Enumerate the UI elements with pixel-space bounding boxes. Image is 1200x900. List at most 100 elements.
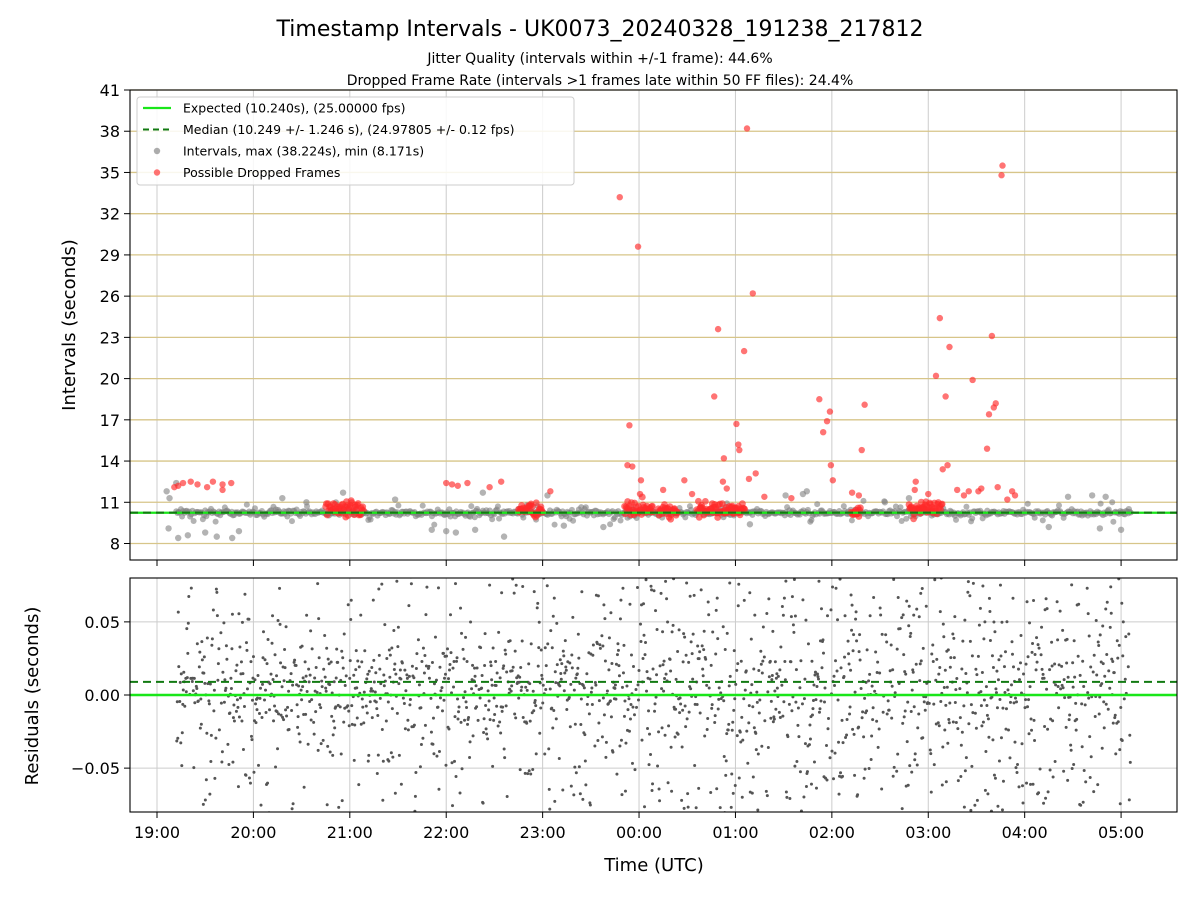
residual-point: [853, 773, 857, 777]
residual-point: [691, 677, 695, 681]
residual-point: [1023, 706, 1027, 710]
residual-point: [869, 757, 873, 761]
residual-point: [789, 660, 793, 664]
residual-point: [678, 696, 682, 700]
residual-point: [215, 614, 219, 618]
residual-point: [660, 726, 664, 730]
residual-point: [1082, 685, 1086, 689]
residual-point: [881, 710, 885, 714]
residual-point: [996, 804, 1000, 808]
residual-point: [543, 646, 547, 650]
residual-point: [189, 829, 192, 832]
residual-point: [858, 633, 862, 637]
residual-point: [1124, 635, 1128, 639]
residual-point: [877, 567, 880, 570]
residual-point: [294, 663, 298, 667]
residual-point: [918, 662, 922, 666]
residual-point: [1089, 665, 1093, 669]
interval-point: [782, 492, 789, 499]
residual-point: [522, 817, 525, 820]
interval-point: [1039, 517, 1046, 524]
x-tick-label: 04:00: [1002, 823, 1048, 842]
residual-point: [725, 631, 729, 635]
residual-point: [708, 826, 711, 829]
residual-point: [244, 773, 248, 777]
residual-point: [1095, 673, 1099, 677]
residual-point: [401, 696, 405, 700]
residual-point: [1069, 743, 1073, 747]
residual-point: [502, 664, 506, 668]
residual-point: [907, 604, 911, 608]
residual-point: [1006, 728, 1010, 732]
residual-point: [391, 755, 395, 759]
residual-point: [476, 565, 479, 568]
residual-point: [742, 598, 746, 602]
residual-point: [293, 658, 297, 662]
residual-point: [402, 701, 406, 705]
residual-point: [315, 690, 319, 694]
residual-point: [581, 683, 585, 687]
residual-point: [528, 682, 532, 686]
residual-point: [541, 683, 545, 687]
residual-point: [854, 610, 858, 614]
residual-point: [1087, 634, 1091, 638]
residual-point: [967, 722, 971, 726]
residual-point: [913, 752, 917, 756]
residual-point: [577, 656, 581, 660]
residual-point: [631, 665, 635, 669]
residual-point: [1103, 674, 1107, 678]
residual-point: [950, 817, 953, 820]
residual-point: [510, 684, 514, 688]
residual-point: [429, 696, 433, 700]
residual-point: [461, 562, 464, 565]
residual-point: [808, 737, 812, 741]
residual-point: [1021, 801, 1025, 805]
dropped-frame-point: [861, 401, 868, 408]
residual-point: [1060, 832, 1063, 835]
residual-point: [382, 673, 386, 677]
residual-point: [876, 745, 880, 749]
residual-point: [960, 730, 964, 734]
interval-point: [288, 518, 295, 525]
residual-point: [782, 596, 786, 600]
interval-point: [969, 515, 976, 522]
residual-point: [503, 648, 507, 652]
interval-point: [903, 515, 910, 522]
residual-point: [795, 759, 799, 763]
residual-point: [563, 671, 567, 675]
residual-point: [828, 756, 832, 760]
residual-point: [1058, 609, 1062, 613]
residual-point: [492, 718, 496, 722]
interval-point: [898, 518, 905, 525]
residual-point: [1128, 760, 1132, 764]
residual-point: [272, 719, 276, 723]
residual-point: [701, 674, 705, 678]
residual-point: [525, 721, 529, 725]
residual-point: [692, 569, 695, 572]
dropped-frame-point: [983, 445, 991, 452]
residual-point: [767, 675, 771, 679]
residual-point: [188, 826, 191, 829]
residual-point: [332, 680, 336, 684]
residual-point: [929, 752, 933, 756]
residual-point: [879, 613, 883, 617]
residual-point: [629, 653, 633, 657]
residual-point: [733, 697, 737, 701]
residual-point: [514, 716, 518, 720]
residual-point: [953, 701, 957, 705]
top-axes-frame: [129, 89, 1178, 561]
residual-point: [891, 774, 895, 778]
residual-point: [290, 807, 294, 811]
residual-point: [498, 676, 502, 680]
residual-point: [969, 703, 973, 707]
residual-point: [203, 681, 207, 685]
residual-point: [610, 661, 614, 665]
residual-point: [207, 702, 211, 706]
residual-point: [334, 676, 338, 680]
residual-point: [436, 705, 440, 709]
residual-point: [602, 713, 606, 717]
dropped-frame-point: [681, 477, 688, 484]
residual-point: [942, 685, 946, 689]
residual-point: [805, 770, 809, 774]
residual-point: [613, 683, 617, 687]
